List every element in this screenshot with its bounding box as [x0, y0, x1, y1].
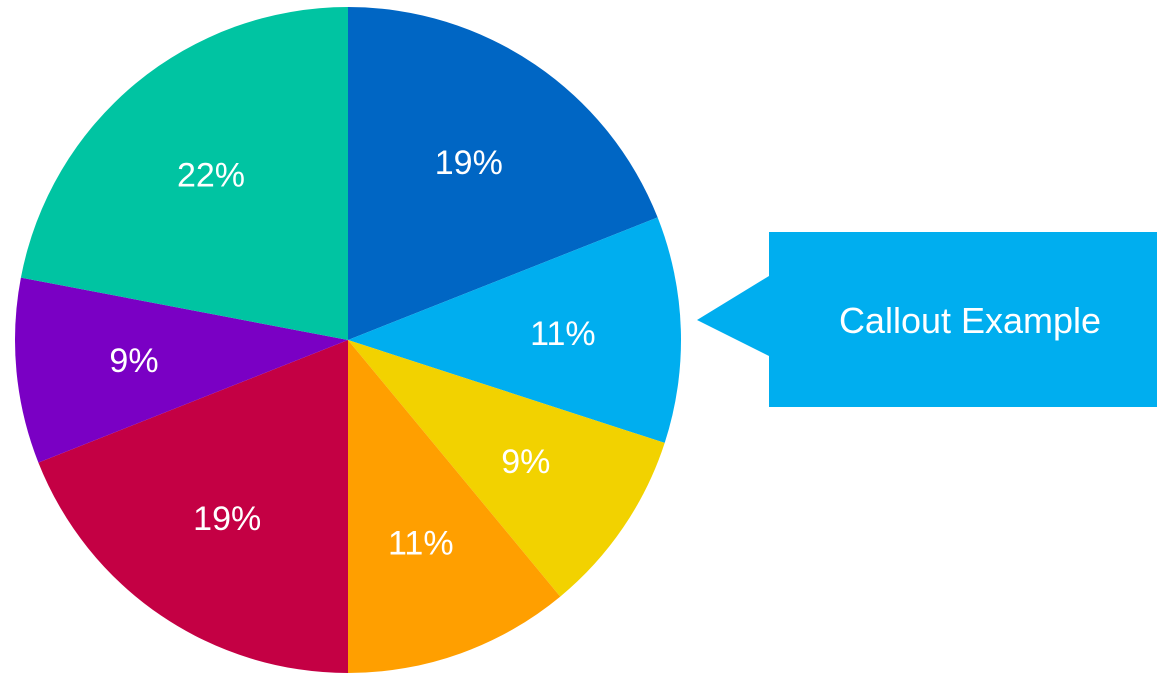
slice-label: 11%: [530, 315, 596, 353]
pie-slice: [38, 340, 348, 673]
pie-slice: [20, 7, 349, 340]
pie-slice: [348, 7, 658, 340]
callout-box: [697, 232, 1157, 407]
slice-label: 11%: [388, 524, 454, 562]
pie-labels: 19% 11% 9% 11% 19% 9% 22%: [109, 144, 595, 562]
pie-slices: [14, 7, 682, 673]
slice-label: 19%: [435, 144, 503, 182]
slice-label: 19%: [193, 500, 261, 538]
callout: Callout Example: [697, 232, 1157, 407]
slice-label: 9%: [109, 342, 158, 380]
slice-label: 22%: [177, 156, 245, 194]
pie-slice: [348, 217, 682, 443]
pie-slice: [348, 340, 665, 597]
callout-text: Callout Example: [839, 300, 1101, 341]
slice-label: 9%: [501, 443, 550, 481]
pie-slice: [14, 277, 348, 463]
pie-slice: [348, 340, 561, 673]
